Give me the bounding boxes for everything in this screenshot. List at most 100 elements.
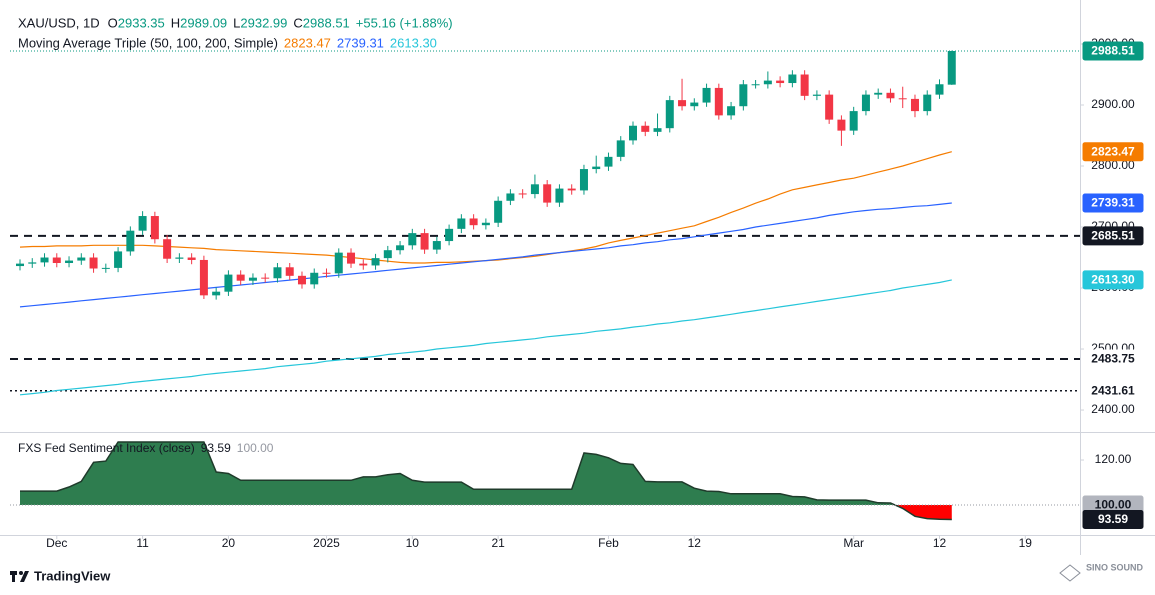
candle-body <box>114 251 123 268</box>
ohlc-value: 2932.99 <box>240 15 287 30</box>
candle-body <box>788 74 797 84</box>
candle-body <box>812 94 821 96</box>
x-tick-label: 11 <box>136 536 149 550</box>
y-tick-label: 2900.00 <box>1091 97 1135 111</box>
candle-body <box>825 94 834 120</box>
candle-body <box>898 98 907 100</box>
candle-body <box>837 119 846 131</box>
x-tick-label: 12 <box>688 536 702 550</box>
x-tick-label: 20 <box>222 536 236 550</box>
candle-body <box>150 216 159 240</box>
candle-body <box>604 156 613 167</box>
indicator-value: 2739.31 <box>337 35 384 50</box>
tv-logo <box>10 571 29 582</box>
candle-body <box>776 80 785 84</box>
candle-body <box>52 257 61 264</box>
ohlc-key: O <box>108 15 118 30</box>
candle-body <box>236 274 245 281</box>
price-badge <box>1082 193 1144 213</box>
candle-body <box>751 84 760 86</box>
candle-body <box>16 263 24 267</box>
y-tick-label: 2800.00 <box>1091 158 1135 172</box>
price-badge <box>1082 142 1144 162</box>
watermark: SINO SOUND <box>1086 562 1144 572</box>
price-badge <box>1082 349 1144 369</box>
candle-body <box>494 200 503 223</box>
candle-body <box>481 222 490 226</box>
candle-body <box>40 257 49 263</box>
ohlc-key: C <box>293 15 302 30</box>
candle-body <box>408 233 417 246</box>
candle-body <box>616 140 625 157</box>
candle-body <box>543 184 552 203</box>
price-badge-label: 100.00 <box>1095 498 1132 512</box>
candle-body <box>800 74 809 96</box>
candle-body <box>702 87 711 103</box>
candle-body <box>861 94 870 112</box>
watermark-icon <box>1059 564 1081 582</box>
candle-body <box>297 275 306 285</box>
ohlc-key: L <box>233 15 240 30</box>
candle-body <box>518 193 527 195</box>
candle-body <box>310 272 319 285</box>
moving-average <box>19 279 952 396</box>
ohlc-value: 2989.09 <box>180 15 227 30</box>
candle-body <box>469 218 478 226</box>
candle-body <box>739 84 748 107</box>
indicator-name: Moving Average Triple (50, 100, 200, Sim… <box>18 35 278 50</box>
y-tick-label: 2400.00 <box>1091 402 1135 416</box>
candle-body <box>199 259 208 296</box>
candle-body <box>727 106 736 116</box>
candle-body <box>224 274 233 292</box>
candle-body <box>567 188 576 191</box>
price-badge <box>1082 41 1144 61</box>
candle-body <box>28 262 37 264</box>
area-line <box>20 441 952 521</box>
candle-body <box>334 252 343 274</box>
candle-body <box>690 102 699 107</box>
x-tick-label: 12 <box>933 536 947 550</box>
candle-body <box>579 169 588 191</box>
candle-body <box>261 277 270 279</box>
price-badge <box>1082 381 1144 401</box>
candle-body <box>457 218 466 229</box>
candle-body <box>383 250 392 259</box>
indicator-value: 2613.30 <box>390 35 437 50</box>
candle-body <box>126 230 135 252</box>
x-tick-label: 10 <box>406 536 420 550</box>
x-tick-label: 2025 <box>313 536 340 550</box>
candle-body <box>910 98 919 112</box>
candle-body <box>530 184 539 195</box>
price-badge <box>1082 226 1144 246</box>
candle-body <box>248 277 257 281</box>
brand: TradingView <box>34 568 111 583</box>
price-badge-label: 2739.31 <box>1091 196 1135 210</box>
candle-body <box>163 239 172 259</box>
candle-body <box>212 291 221 296</box>
candle-body <box>432 241 441 250</box>
indicator-value: 93.59 <box>201 441 231 455</box>
x-tick-label: Mar <box>843 536 864 550</box>
candle-body <box>285 267 294 276</box>
candle-body <box>592 166 601 170</box>
candle-body <box>629 125 637 141</box>
x-tick-label: 19 <box>1019 536 1033 550</box>
ohlc-key: H <box>171 15 180 30</box>
price-badge-label: 2685.51 <box>1091 229 1135 243</box>
price-badge-label: 93.59 <box>1098 512 1128 526</box>
indicator-baseline: 100.00 <box>237 441 274 455</box>
x-tick-label: Dec <box>46 536 67 550</box>
indicator-value: 2823.47 <box>284 35 331 50</box>
candle-body <box>763 80 772 85</box>
moving-average <box>19 202 952 308</box>
ohlc-value: 2988.51 <box>303 15 350 30</box>
candle-body <box>89 257 98 269</box>
candle-body <box>849 111 858 131</box>
logo-part <box>20 571 29 582</box>
candle-body <box>396 245 405 251</box>
indicator-name: FXS Fed Sentiment Index (close) <box>18 441 195 455</box>
candle-body <box>273 267 282 279</box>
candle-body <box>935 84 944 95</box>
candle-body <box>641 125 650 132</box>
